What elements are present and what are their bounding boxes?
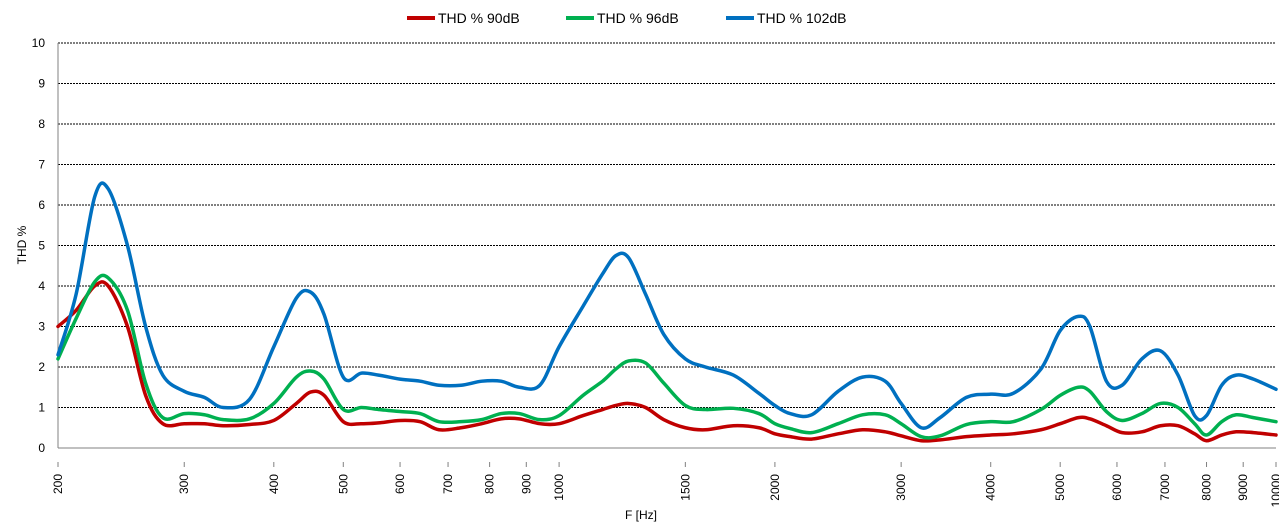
series-line-3 [56,181,1278,430]
x-tick-label: 3000 [894,474,908,501]
y-tick-label: 0 [38,441,45,455]
y-tick-label: 9 [38,77,45,91]
x-tick-label: 9000 [1236,474,1250,501]
legend: THD % 90dB THD % 96dB THD % 102dB [407,10,846,26]
x-tick-label: 400 [267,474,281,494]
series-line-1 [56,280,1278,443]
y-tick-labels: 0 1 2 3 4 5 6 7 8 9 10 [32,36,46,455]
x-tick-labels: 200 300 400 500 600 700 800 900 1000 1500 2000 3000… [51,462,1279,507]
legend-label-2: THD % 96dB [597,10,679,26]
x-tick-label: 300 [177,474,191,494]
legend-label-1: THD % 90dB [438,10,520,26]
x-tick-label: 1000 [552,474,566,501]
y-axis-title: THD % [15,225,29,264]
y-tick-label: 3 [38,320,45,334]
y-tick-label: 6 [38,198,45,212]
x-tick-label: 7000 [1158,474,1172,501]
y-tick-label: 10 [32,36,46,50]
x-tick-label: 1500 [678,474,692,501]
y-tick-label: 7 [38,158,45,172]
x-tick-label: 800 [483,474,497,494]
x-tick-label: 600 [393,474,407,494]
x-tick-label: 500 [336,474,350,494]
y-tick-label: 2 [38,360,45,374]
x-tick-label: 900 [519,474,533,494]
y-tick-label: 4 [38,279,45,293]
x-tick-label: 10000 [1269,474,1279,508]
x-tick-label: 700 [441,474,455,494]
y-tick-label: 8 [38,117,45,131]
axes [57,43,1276,449]
x-axis-title: F [Hz] [625,508,657,522]
x-tick-label: 5000 [1053,474,1067,501]
series-lines [56,181,1278,443]
y-tick-label: 1 [38,401,45,415]
x-tick-label: 4000 [984,474,998,501]
x-tick-label: 200 [51,474,65,494]
y-tick-label: 5 [38,239,45,253]
legend-label-3: THD % 102dB [757,10,846,26]
x-tick-label: 6000 [1110,474,1124,501]
x-tick-label: 2000 [768,474,782,501]
grid-lines [58,42,1276,408]
series-line-2 [56,273,1278,440]
x-tick-label: 8000 [1200,474,1214,501]
